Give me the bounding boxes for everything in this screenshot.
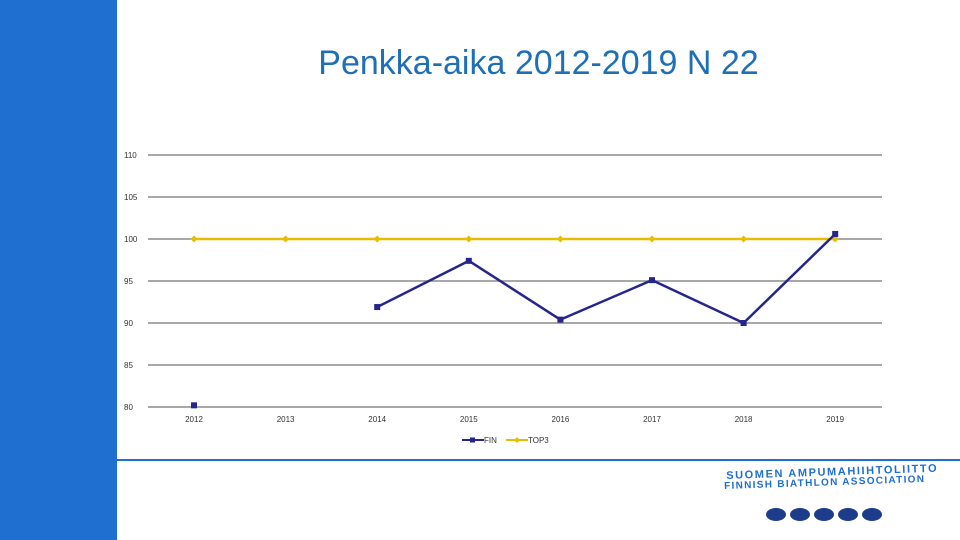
association-logo: SUOMEN AMPUMAHIIHTOLIITTO FINNISH BIATHL… — [724, 463, 938, 525]
logo-dots — [766, 508, 882, 521]
footer-divider — [117, 459, 960, 461]
series-line-fin — [468, 259, 562, 321]
legend-label-fin: FIN — [484, 436, 497, 445]
data-point-fin — [740, 320, 747, 326]
series-line-fin — [742, 233, 837, 324]
data-point-fin — [465, 257, 472, 264]
x-tick-label: 2014 — [368, 415, 386, 424]
x-tick-label: 2013 — [277, 415, 295, 424]
data-point-fin — [191, 402, 197, 409]
series-line-fin — [651, 279, 745, 325]
y-tick-label: 110 — [124, 151, 137, 160]
logo-dot — [766, 508, 786, 521]
legend-label-top3: TOP3 — [528, 436, 549, 445]
logo-dot — [862, 508, 882, 521]
data-point-top3 — [373, 235, 381, 243]
logo-dot — [838, 508, 858, 521]
x-tick-label: 2018 — [735, 415, 753, 424]
legend-marker-fin — [470, 437, 475, 443]
x-tick-label: 2017 — [643, 415, 661, 424]
logo-dot — [814, 508, 834, 521]
y-tick-label: 105 — [124, 193, 138, 202]
data-point-top3 — [282, 235, 290, 243]
data-point-top3 — [190, 235, 198, 243]
x-tick-label: 2012 — [185, 415, 203, 424]
data-point-fin — [374, 304, 381, 311]
side-accent-bar — [0, 0, 117, 540]
y-tick-label: 80 — [124, 403, 133, 412]
y-tick-label: 90 — [124, 319, 133, 328]
legend-marker-top3 — [514, 437, 520, 443]
y-tick-label: 100 — [124, 235, 138, 244]
logo-dot — [790, 508, 810, 521]
x-tick-label: 2015 — [460, 415, 478, 424]
data-point-top3 — [740, 235, 748, 243]
slide-title: Penkka-aika 2012-2019 N 22 — [318, 44, 759, 82]
x-tick-label: 2019 — [826, 415, 844, 424]
x-tick-label: 2016 — [552, 415, 570, 424]
data-point-top3 — [556, 235, 564, 243]
y-tick-label: 85 — [124, 361, 133, 370]
y-tick-label: 95 — [124, 277, 133, 286]
data-point-fin — [649, 277, 655, 284]
series-line-fin — [559, 279, 653, 321]
data-point-fin — [557, 316, 564, 323]
series-line-fin — [376, 259, 470, 309]
data-point-top3 — [648, 235, 656, 243]
legend: FIN TOP3 — [462, 436, 549, 445]
data-point-fin — [832, 230, 839, 237]
data-point-top3 — [465, 235, 473, 243]
